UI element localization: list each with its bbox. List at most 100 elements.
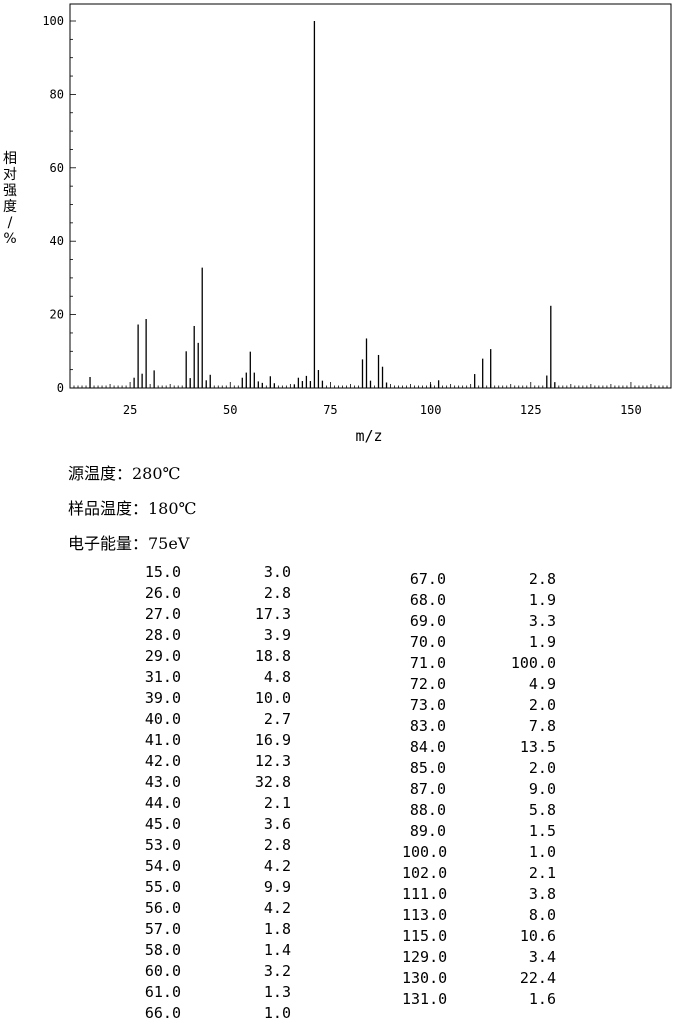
peak-table-row: 66.0 1.0 [137,1003,291,1024]
peak-mz: 129.0 [402,948,448,966]
peak-mz: 15.0 [144,563,181,581]
peak-table-row: 68.0 1.9 [402,590,556,611]
peak-table-row: 131.0 1.6 [402,989,556,1010]
peak-abundance: 1.4 [263,941,291,959]
peak-abundance: 9.9 [263,878,291,896]
peak-abundance: 2.8 [263,584,291,602]
peak-abundance: 10.6 [519,927,556,945]
peak-mz: 54.0 [144,857,181,875]
peak-table-row: 102.0 2.1 [402,863,556,884]
peak-mz: 40.0 [144,710,181,728]
peak-table-row: 69.0 3.3 [402,611,556,632]
peak-abundance: 7.8 [528,717,556,735]
peak-abundance: 1.0 [528,843,556,861]
peak-abundance: 2.1 [528,864,556,882]
peak-table-row: 72.0 4.9 [402,674,556,695]
x-tick-label: 25 [123,403,137,417]
peak-abundance: 10.0 [254,689,291,707]
peak-table-row: 53.0 2.8 [137,835,291,856]
x-tick-label: 50 [223,403,237,417]
peak-mz: 58.0 [144,941,181,959]
peak-mz: 68.0 [409,591,446,609]
peak-abundance: 2.0 [528,759,556,777]
peak-table-row: 44.0 2.1 [137,793,291,814]
peak-table-row: 83.0 7.8 [402,716,556,737]
peak-abundance: 12.3 [254,752,291,770]
peak-abundance: 1.8 [263,920,291,938]
peak-table-row: 130.0 22.4 [402,968,556,989]
peak-abundance: 4.2 [263,899,291,917]
acquisition-conditions: 源温度：280℃ 样品温度：180℃ 电子能量：75eV [68,456,196,561]
peak-mz: 42.0 [144,752,181,770]
peak-mz: 111.0 [402,885,448,903]
peak-table-row: 57.0 1.8 [137,919,291,940]
peak-mz: 53.0 [144,836,181,854]
peak-abundance: 2.8 [528,570,556,588]
peak-table-row: 42.0 12.3 [137,751,291,772]
peak-mz: 89.0 [409,822,446,840]
peak-table-row: 29.0 18.8 [137,646,291,667]
y-tick-label: 60 [50,161,64,175]
peak-abundance: 4.9 [528,675,556,693]
peak-mz: 66.0 [144,1004,181,1022]
peak-abundance: 17.3 [254,605,291,623]
peak-mz: 61.0 [144,983,181,1001]
peak-table-row: 111.0 3.8 [402,884,556,905]
peak-table-row: 73.0 2.0 [402,695,556,716]
mass-spectrum-chart: 25 50 75 100 125 150 0 20 40 60 80 100 m/z 相对强度/% [3,3,672,445]
peak-mz: 115.0 [402,927,448,945]
peak-mz: 29.0 [144,647,181,665]
peak-mz: 113.0 [402,906,448,924]
peak-table-row: 129.0 3.4 [402,947,556,968]
x-tick-label: 75 [323,403,337,417]
y-tick-label: 40 [50,234,64,248]
peak-abundance: 3.9 [263,626,291,644]
peak-mz: 87.0 [409,780,446,798]
y-tick-label: 20 [50,308,64,322]
peak-table-row: 40.0 2.7 [137,709,291,730]
peak-table-row: 26.0 2.8 [137,583,291,604]
peak-abundance: 3.3 [528,612,556,630]
peak-mz: 55.0 [144,878,181,896]
peak-abundance: 1.0 [263,1004,291,1022]
peak-mz: 100.0 [402,843,448,861]
peak-abundance: 3.8 [528,885,556,903]
peak-abundance: 2.8 [263,836,291,854]
peak-abundance: 1.3 [263,983,291,1001]
peak-table-row: 28.0 3.9 [137,625,291,646]
peak-table-row: 27.0 17.3 [137,604,291,625]
peak-table-row: 67.0 2.8 [402,569,556,590]
peak-abundance: 13.5 [519,738,556,756]
peak-table-row: 113.0 8.0 [402,905,556,926]
peak-mz: 43.0 [144,773,181,791]
peak-abundance: 4.8 [263,668,291,686]
spectrum-peaks [89,21,556,388]
peak-mz: 56.0 [144,899,181,917]
peak-table-row: 55.0 9.9 [137,877,291,898]
peak-table-row: 45.0 3.6 [137,814,291,835]
peak-mz: 84.0 [409,738,446,756]
peak-table-row: 60.0 3.2 [137,961,291,982]
peak-table-row: 85.0 2.0 [402,758,556,779]
peak-mz: 69.0 [409,612,446,630]
peak-abundance: 5.8 [528,801,556,819]
peak-mz: 45.0 [144,815,181,833]
y-tick-label: 100 [42,14,64,28]
peak-abundance: 3.2 [263,962,291,980]
peak-abundance: 100.0 [510,654,556,672]
peak-abundance: 9.0 [528,780,556,798]
peak-table-row: 56.0 4.2 [137,898,291,919]
y-tick-label: 0 [57,381,64,395]
peak-table-row: 61.0 1.3 [137,982,291,1003]
sample-temperature: 样品温度：180℃ [68,499,197,518]
peak-mz: 41.0 [144,731,181,749]
peak-abundance: 2.1 [263,794,291,812]
axis-ticks: 25 50 75 100 125 150 0 20 40 60 80 100 [42,14,672,417]
peak-abundance: 22.4 [519,969,556,987]
peak-table-row: 58.0 1.4 [137,940,291,961]
peak-mz: 39.0 [144,689,181,707]
peak-abundance: 1.9 [528,591,556,609]
peak-mz: 71.0 [409,654,446,672]
peak-mz: 31.0 [144,668,181,686]
peak-table-row: 84.0 13.5 [402,737,556,758]
